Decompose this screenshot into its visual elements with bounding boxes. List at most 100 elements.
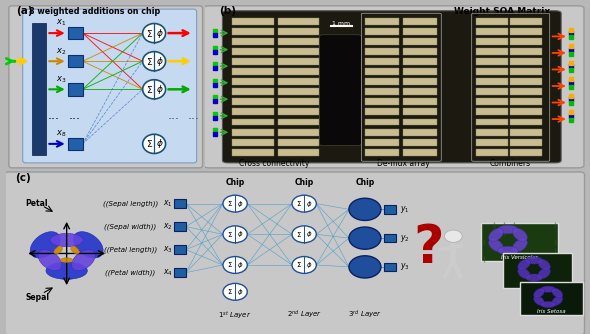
Bar: [278, 38, 320, 45]
Circle shape: [143, 52, 166, 71]
Text: (c): (c): [15, 173, 31, 183]
Text: $\Sigma$: $\Sigma$: [146, 84, 153, 95]
Ellipse shape: [497, 246, 519, 255]
Bar: [365, 78, 399, 85]
Bar: [510, 78, 542, 85]
Bar: [476, 48, 508, 55]
Ellipse shape: [489, 239, 503, 252]
FancyBboxPatch shape: [222, 11, 561, 163]
Bar: [510, 109, 542, 116]
Bar: [510, 28, 542, 35]
Bar: [476, 119, 508, 126]
Circle shape: [143, 80, 166, 99]
Circle shape: [349, 227, 381, 249]
Circle shape: [223, 226, 247, 243]
Bar: [174, 245, 186, 254]
Bar: [278, 119, 320, 126]
Bar: [365, 48, 399, 55]
Bar: [403, 109, 437, 116]
Text: $y_2$: $y_2$: [400, 232, 410, 243]
Bar: [510, 119, 542, 126]
Bar: [403, 149, 437, 156]
Bar: [365, 89, 399, 95]
Ellipse shape: [38, 249, 62, 271]
Circle shape: [292, 195, 316, 212]
Text: Chip: Chip: [225, 178, 245, 187]
Bar: [510, 139, 542, 146]
Text: ...: ...: [168, 109, 180, 122]
Text: (b): (b): [219, 6, 235, 16]
Ellipse shape: [526, 274, 543, 281]
Bar: [403, 28, 437, 35]
Bar: [476, 149, 508, 156]
Text: $x_2$: $x_2$: [163, 221, 173, 232]
Bar: [365, 99, 399, 105]
Text: $\phi$: $\phi$: [156, 55, 163, 68]
Bar: [232, 129, 274, 136]
Bar: [476, 28, 508, 35]
Ellipse shape: [54, 246, 63, 254]
Circle shape: [349, 256, 381, 278]
Bar: [403, 129, 437, 136]
Text: $x_3$: $x_3$: [56, 74, 67, 85]
Text: $\Sigma$: $\Sigma$: [296, 261, 302, 270]
Text: Combiners: Combiners: [489, 159, 530, 168]
Text: $\phi$: $\phi$: [237, 199, 244, 209]
Circle shape: [349, 198, 381, 220]
Bar: [232, 78, 274, 85]
Bar: [403, 89, 437, 95]
Bar: [403, 99, 437, 105]
Bar: [278, 109, 320, 116]
FancyBboxPatch shape: [22, 9, 196, 163]
Text: $x_3$: $x_3$: [163, 244, 173, 255]
Circle shape: [143, 23, 166, 43]
Bar: [232, 149, 274, 156]
Text: ((Petal width)): ((Petal width)): [105, 269, 155, 276]
Ellipse shape: [73, 232, 103, 258]
Ellipse shape: [518, 259, 530, 270]
Text: $x_1$: $x_1$: [56, 18, 67, 28]
Bar: [510, 18, 542, 25]
FancyBboxPatch shape: [204, 6, 584, 168]
Bar: [278, 129, 320, 136]
Bar: [510, 99, 542, 105]
Circle shape: [444, 230, 462, 242]
Bar: [365, 58, 399, 65]
Bar: [278, 89, 320, 95]
Text: $x_1$: $x_1$: [163, 198, 173, 209]
Bar: [278, 68, 320, 75]
Bar: [476, 89, 508, 95]
Text: ...: ...: [69, 109, 81, 122]
Ellipse shape: [538, 259, 550, 270]
Bar: [476, 58, 508, 65]
Text: ...: ...: [188, 109, 199, 122]
Bar: [365, 149, 399, 156]
Bar: [365, 68, 399, 75]
Text: $\Sigma$: $\Sigma$: [146, 56, 153, 67]
Bar: [403, 48, 437, 55]
Bar: [174, 222, 186, 231]
Bar: [278, 28, 320, 35]
Bar: [384, 205, 396, 213]
Bar: [365, 129, 399, 136]
Bar: [174, 269, 186, 277]
Bar: [278, 48, 320, 55]
Bar: [232, 109, 274, 116]
Circle shape: [292, 226, 316, 243]
Bar: [510, 149, 542, 156]
Text: ((Sepal width)): ((Sepal width)): [104, 223, 156, 230]
Bar: [232, 38, 274, 45]
Ellipse shape: [538, 268, 550, 279]
Bar: [384, 234, 396, 242]
Text: 8 weighted additions on chip: 8 weighted additions on chip: [30, 7, 160, 16]
Bar: [403, 38, 437, 45]
Text: $2^{nd}\ Layer$: $2^{nd}\ Layer$: [287, 309, 322, 321]
Bar: [365, 119, 399, 126]
Bar: [510, 48, 542, 55]
Text: Iris Versicolor: Iris Versicolor: [501, 255, 538, 260]
Text: $\phi$: $\phi$: [237, 287, 244, 297]
Bar: [510, 68, 542, 75]
Text: Chip: Chip: [355, 178, 375, 187]
Text: ...: ...: [47, 109, 60, 122]
Text: $\phi$: $\phi$: [306, 229, 313, 239]
